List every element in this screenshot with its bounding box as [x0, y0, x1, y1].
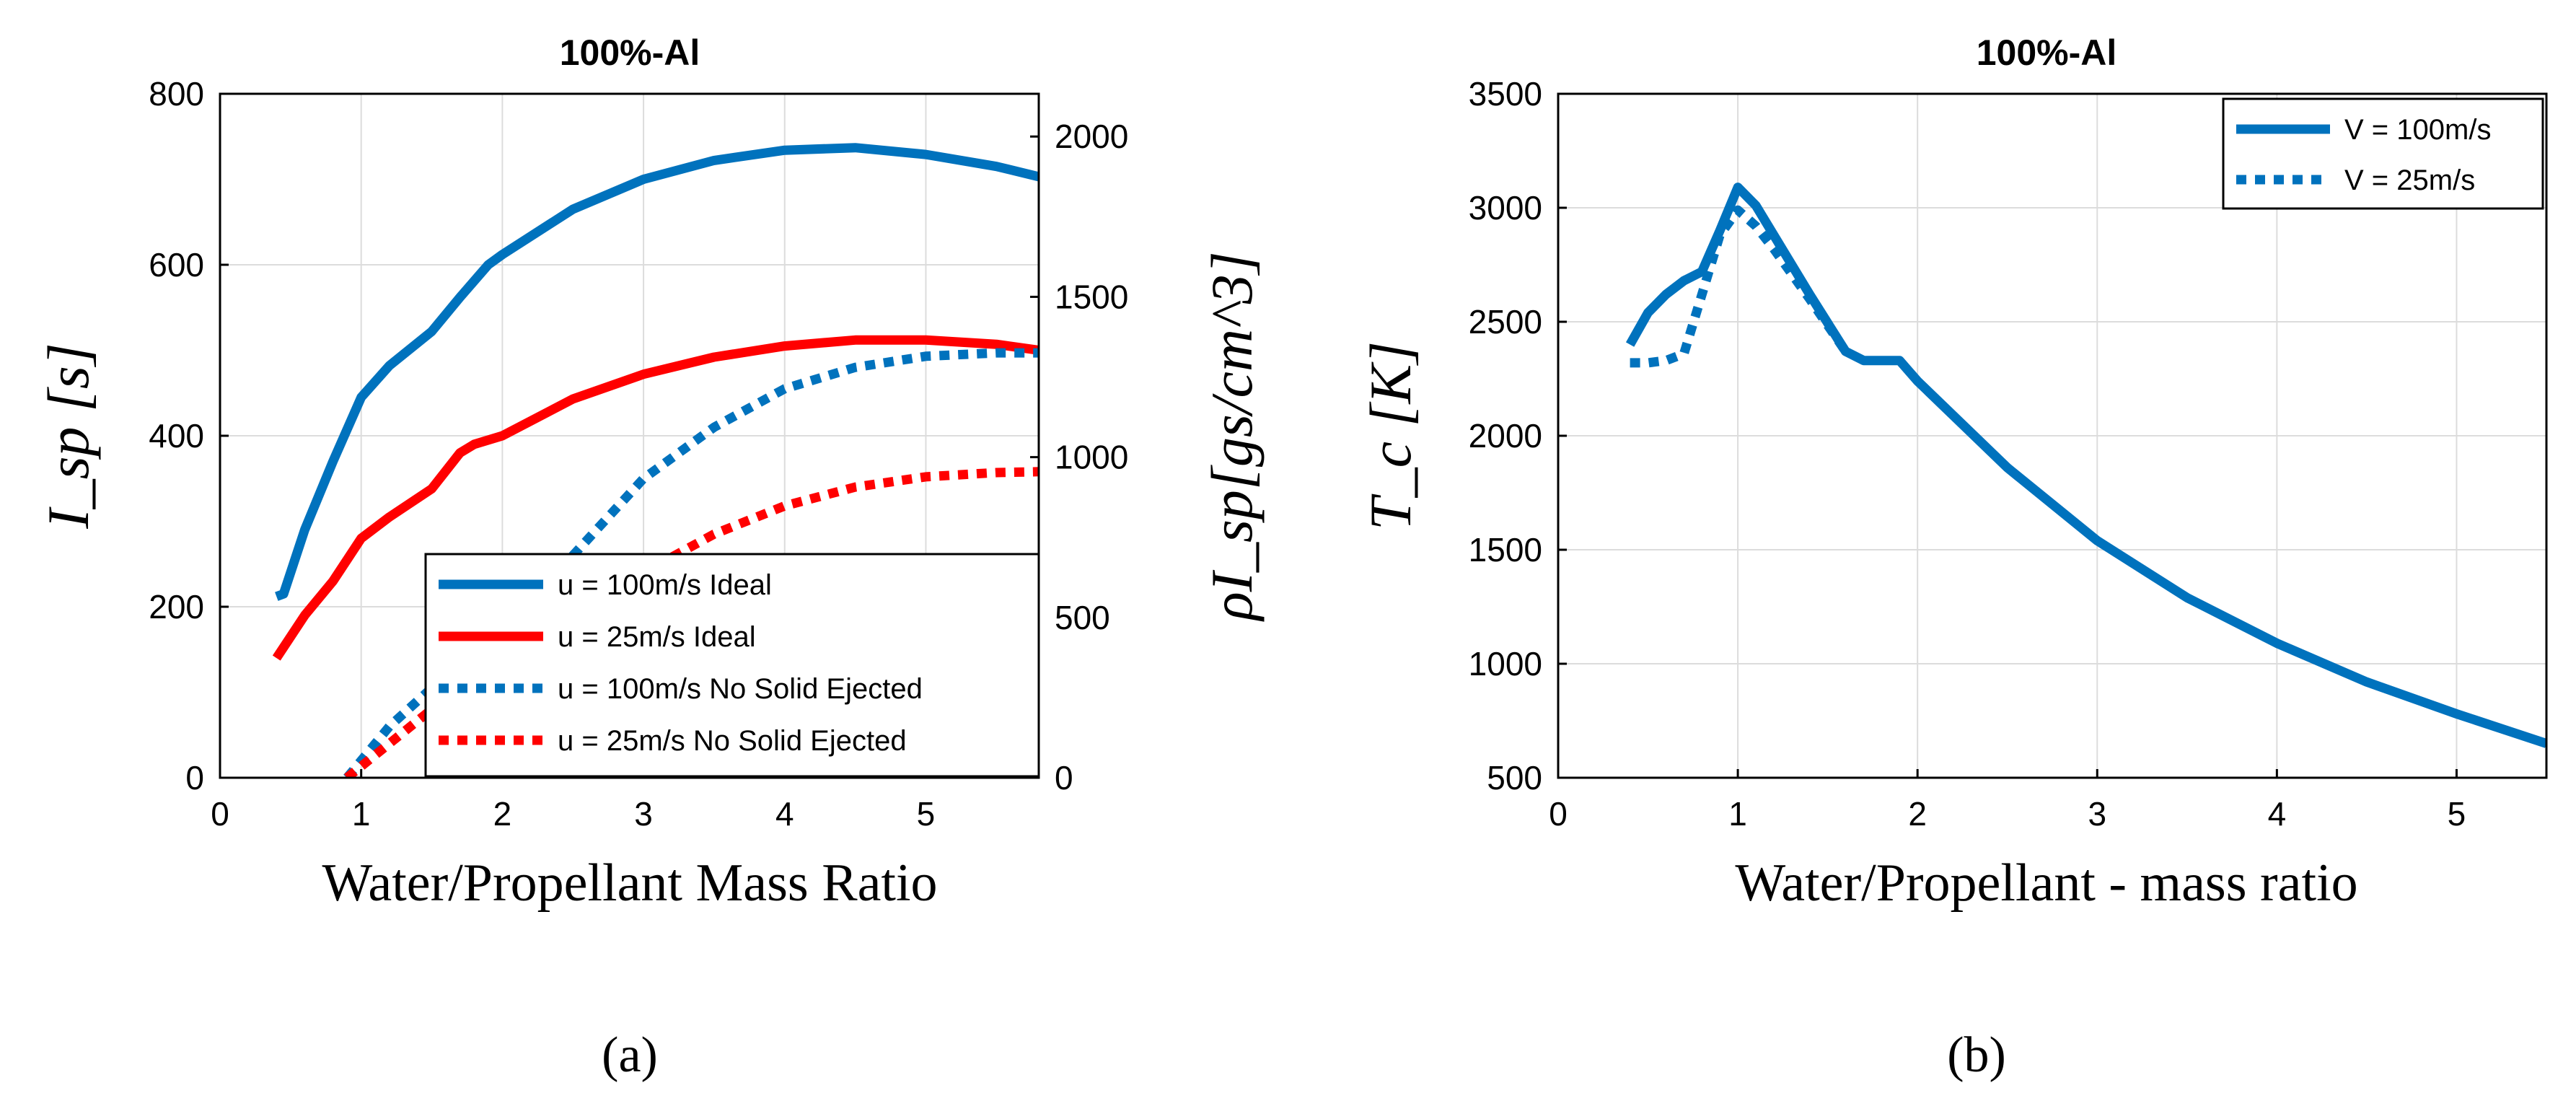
- x-tick-label: 3: [634, 795, 653, 833]
- chart-title: 100%-Al: [560, 32, 700, 73]
- x-tick-label: 2: [493, 795, 512, 833]
- legend-box: [2222, 97, 2544, 210]
- x-tick-label: 2: [1908, 795, 1927, 833]
- y-axis-label: I_sp [s]: [35, 343, 101, 529]
- legend-label: u = 25m/s No Solid Ejected: [558, 725, 907, 757]
- legend-label: V = 100m/s: [2344, 114, 2491, 146]
- x-tick-label: 1: [1728, 795, 1747, 833]
- y-tick-label-right: 1000: [1055, 439, 1128, 476]
- y-tick-label: 2000: [1469, 417, 1542, 455]
- x-tick-label: 4: [775, 795, 794, 833]
- y-tick-label: 800: [149, 75, 204, 113]
- legend: u = 100m/s Ideal u = 25m/s Ideal u = 100m/…: [424, 553, 1040, 778]
- y-ticks-right: 0 500 1000 1500 2000: [1030, 118, 1128, 797]
- y-tick-label-right: 500: [1055, 599, 1110, 636]
- x-ticks: 0 1 2 3 4 5: [211, 769, 935, 833]
- y-tick-label: 600: [149, 246, 204, 284]
- x-tick-label: 0: [1549, 795, 1568, 833]
- y-tick-label: 200: [149, 588, 204, 626]
- y-tick-label-right: 0: [1055, 759, 1073, 797]
- y-tick-label-right: 1500: [1055, 278, 1128, 315]
- legend: V = 100m/s V = 25m/s: [2222, 97, 2544, 210]
- panel-b: 0 1 2 3 4 5 500 1000 1500 2000 2500 3000 3500 100%-…: [1358, 32, 2548, 1083]
- y-tick-label-right: 2000: [1055, 118, 1128, 155]
- y-tick-label: 0: [185, 759, 204, 797]
- panel-a: 0 1 2 3 4 5 0 200 400 600 800 0 500 1000 1500 2000 10…: [35, 32, 1265, 1083]
- x-axis-label: Water/Propellant - mass ratio: [1735, 853, 2357, 913]
- y-tick-label: 3500: [1469, 75, 1542, 113]
- x-tick-label: 4: [2268, 795, 2287, 833]
- y-axis-label: T_c [K]: [1358, 341, 1423, 530]
- legend-label: u = 100m/s No Solid Ejected: [558, 673, 923, 705]
- x-tick-label: 3: [2088, 795, 2106, 833]
- y-ticks: 500 1000 1500 2000 2500 3000 3500: [1469, 75, 1567, 797]
- y-tick-label: 1500: [1469, 531, 1542, 569]
- x-tick-label: 1: [352, 795, 371, 833]
- series-line-u-100m-s-ideal: [275, 143, 1039, 601]
- y-ticks: 0 200 400 600 800: [149, 75, 229, 797]
- chart-title: 100%-Al: [1977, 32, 2117, 73]
- y-tick-label: 1000: [1469, 645, 1542, 683]
- x-tick-label: 0: [211, 795, 229, 833]
- y-axis-label-right: ρI_sp[gs/cm^3]: [1199, 251, 1265, 622]
- series-group: [1625, 183, 2546, 748]
- panel-caption: (a): [602, 1027, 658, 1083]
- y-tick-label: 3000: [1469, 189, 1542, 227]
- legend-box: [424, 553, 1040, 778]
- panel-caption: (b): [1947, 1027, 2006, 1083]
- legend-label: u = 25m/s Ideal: [558, 621, 756, 653]
- x-axis-label: Water/Propellant Mass Ratio: [322, 853, 937, 913]
- y-tick-label: 2500: [1469, 303, 1542, 341]
- y-tick-label: 500: [1487, 759, 1542, 797]
- legend-label: u = 100m/s Ideal: [558, 569, 772, 601]
- x-tick-label: 5: [2448, 795, 2466, 833]
- y-tick-label: 400: [149, 417, 204, 455]
- series-line-u-25m-s-ideal: [272, 335, 1039, 661]
- legend-label: V = 25m/s: [2344, 164, 2475, 196]
- series-line-v-100m-s: [1625, 183, 2546, 748]
- x-tick-label: 5: [917, 795, 936, 833]
- x-ticks: 0 1 2 3 4 5: [1549, 769, 2466, 833]
- series-line-v-25m-s: [1630, 205, 1850, 368]
